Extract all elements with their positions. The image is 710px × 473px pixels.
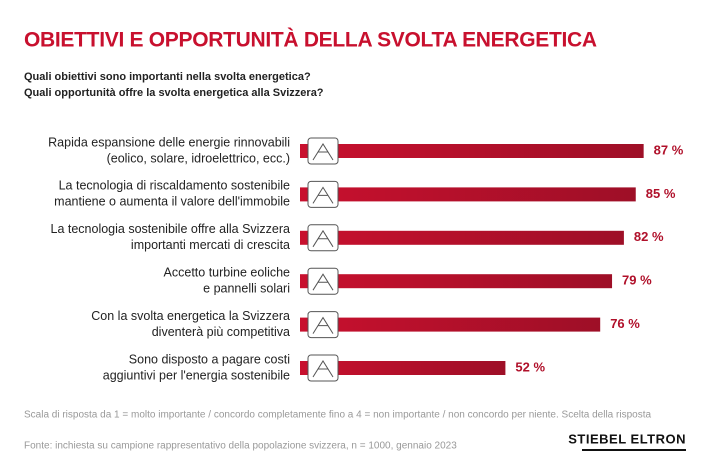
bar <box>300 317 601 332</box>
logo: STIEBEL ELTRON <box>568 431 686 446</box>
icon-shape <box>312 316 334 334</box>
icon-shape <box>312 186 334 204</box>
category-label: Sono disposto a pagare costi <box>129 352 290 366</box>
bar <box>300 230 624 245</box>
category-label: diventerà più competitiva <box>152 325 290 339</box>
category-label: e pannelli solari <box>203 281 290 295</box>
bars: 87 % Rapida espansione delle energie rinn… <box>48 135 684 382</box>
category-label: Accetto turbine eoliche <box>164 265 291 279</box>
bar <box>300 274 613 289</box>
bar <box>300 361 506 375</box>
icon <box>307 180 339 208</box>
value-label: 85 % <box>646 186 676 201</box>
icon <box>307 137 339 165</box>
value-label: 76 % <box>610 316 640 331</box>
note: Scala di risposta da 1 = molto important… <box>24 410 651 421</box>
category-label: aggiuntivi per l'energia sostenibile <box>103 368 290 382</box>
icon <box>307 354 339 382</box>
chart-title: OBIETTIVI E OPPORTUNITÀ DELLA SVOLTA ENE… <box>24 29 597 52</box>
icons <box>307 137 339 382</box>
icon-shape <box>312 143 334 161</box>
category-label: Con la svolta energetica la Svizzera <box>91 309 290 323</box>
icon-shape <box>312 360 334 378</box>
category-label: La tecnologia sostenibile offre alla Svi… <box>51 222 291 236</box>
subtitle: Quali obiettivi sono importanti nella sv… <box>24 71 311 83</box>
icon <box>307 224 339 252</box>
subtitle: Quali opportunità offre la svolta energe… <box>24 87 324 99</box>
icon <box>307 311 339 339</box>
bar <box>300 187 636 202</box>
category-label: (eolico, solare, idroelettrico, ecc.) <box>107 151 290 165</box>
icon-shape <box>312 229 334 248</box>
category-label: La tecnologia di riscaldamento sostenibi… <box>59 179 290 193</box>
source: Fonte: inchiesta su campione rappresenta… <box>24 441 457 452</box>
value-label: 87 % <box>654 142 684 157</box>
icon-shape <box>312 273 334 291</box>
icon <box>307 267 339 295</box>
value-label: 52 % <box>515 359 545 374</box>
category-label: mantiene o aumenta il valore dell'immobi… <box>54 195 290 209</box>
category-label: importanti mercati di crescita <box>131 238 290 252</box>
category-label: Rapida espansione delle energie rinnovab… <box>48 135 290 149</box>
bar <box>300 144 644 158</box>
value-label: 79 % <box>622 273 652 288</box>
value-label: 82 % <box>634 229 664 244</box>
